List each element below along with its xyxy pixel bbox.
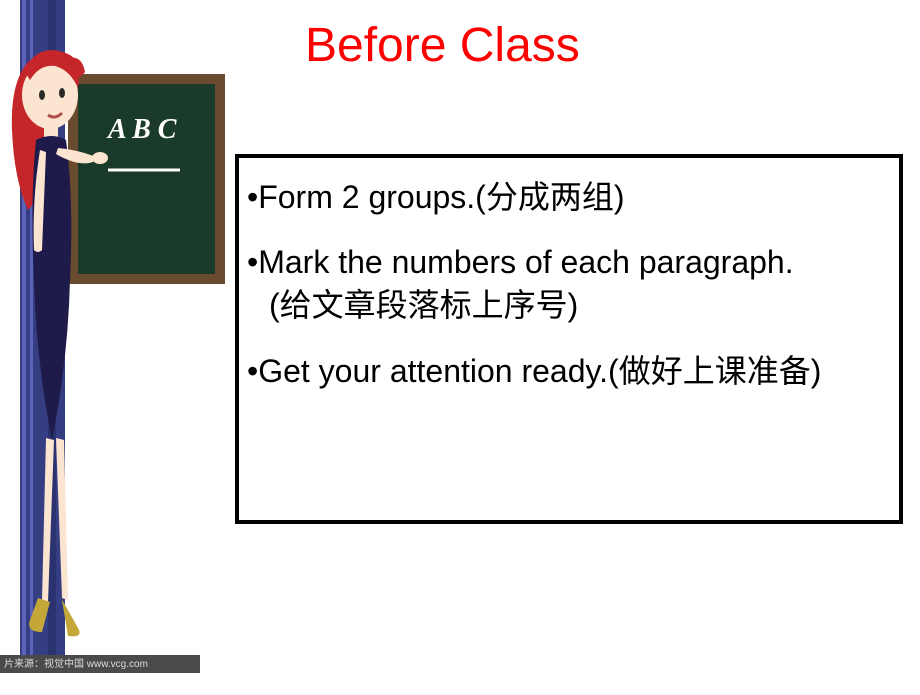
paren-close: ) [568,287,579,323]
bullet-text-en2: ) [811,353,822,389]
bullet-text-en: •Mark the numbers of each paragraph. [247,241,887,284]
bullet-item: •Get your attention ready.(做好上课准备) [247,350,887,393]
bullet-text-cn: 分成两组 [486,179,614,215]
bullet-text-en: •Form 2 groups.( [247,179,486,215]
bullet-text-cn: 做好上课准备 [619,353,811,389]
slide-title: Before Class [305,18,580,73]
paren-open: ( [269,287,280,323]
svg-text:A B C: A B C [106,114,177,145]
bullet-item: •Mark the numbers of each paragraph. (给文… [247,241,887,327]
bullet-text-en2: ) [614,179,625,215]
bullet-text-en: •Get your attention ready.( [247,353,619,389]
svg-text:片来源：视觉中国 www.vcg.com: 片来源：视觉中国 www.vcg.com [4,657,148,670]
bullet-text-cn: 给文章段落标上序号 [280,287,568,323]
instructions-box: •Form 2 groups.(分成两组) •Mark the numbers … [235,154,903,524]
bullet-item: •Form 2 groups.(分成两组) [247,176,887,219]
bullet-sub: (给文章段落标上序号) [247,284,887,327]
teacher-illustration: A B C 片来源：视觉中国 www.vcg.com [0,0,225,690]
